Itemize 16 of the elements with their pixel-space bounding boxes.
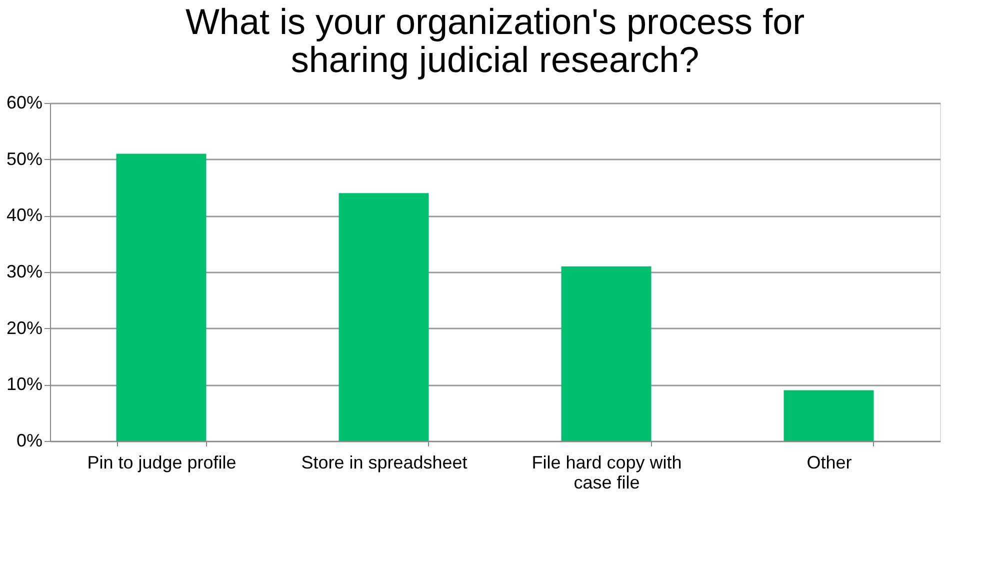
y-tick-label: 40% xyxy=(6,205,42,226)
y-tick-label: 20% xyxy=(6,318,42,338)
x-tick-label: File hard copy with case file xyxy=(532,452,682,492)
bar xyxy=(561,266,652,441)
bar xyxy=(338,193,429,441)
chart-title: What is your organization's process for sharing judicial research? xyxy=(185,1,805,80)
y-tick-label: 60% xyxy=(6,92,42,112)
y-tick-label: 0% xyxy=(16,430,42,450)
y-tick-label: 10% xyxy=(6,374,42,394)
y-tick-label: 50% xyxy=(6,148,42,169)
x-tick-label: Pin to judge profile xyxy=(87,452,236,472)
x-tick-label: Other xyxy=(806,452,852,472)
bar xyxy=(116,154,206,441)
y-tick-label: 30% xyxy=(6,262,42,282)
bar xyxy=(784,390,874,441)
x-tick-label: Store in spreadsheet xyxy=(301,452,468,472)
